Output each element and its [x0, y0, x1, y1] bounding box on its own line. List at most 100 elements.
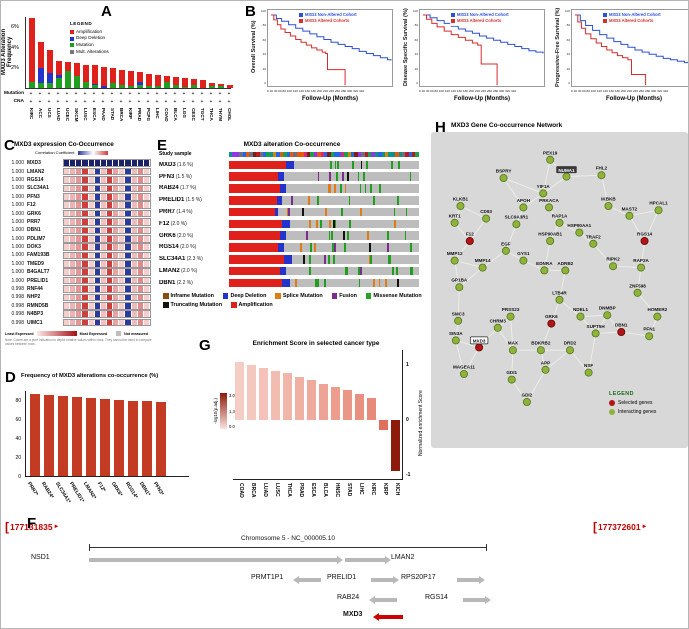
coexpression-row: 0.998 NHP2 — [3, 293, 151, 302]
heatmap-cell — [94, 261, 101, 267]
bar-segment — [65, 62, 71, 71]
panel-alteration-cooccurrence: E MXD3 alteration Co-occurrence Study sa… — [155, 137, 429, 331]
panel-title: MXD3 expression Co-Occurrence — [14, 141, 114, 148]
expression-heatmap-row — [63, 201, 151, 209]
heatmap-cell — [76, 286, 83, 292]
heatmap-cell — [88, 202, 95, 208]
category-label: ESCA — [92, 108, 97, 121]
oncoprint-track — [229, 278, 419, 288]
legend-swatch — [331, 293, 338, 299]
gene-name: NHP2 — [27, 294, 41, 301]
study-sample-segment — [371, 151, 375, 157]
cna-flag: + — [209, 99, 213, 105]
y-tick-label: 60 — [414, 37, 418, 42]
panel-network: H MXD3 Gene Co-occurrence Network PEX19 B… — [429, 119, 688, 451]
alteration-bar — [47, 49, 53, 88]
heatmap-cell — [131, 252, 138, 259]
heatmap-cell — [113, 269, 120, 276]
heatmap-cell — [137, 303, 144, 309]
heatmap-cell — [70, 277, 77, 284]
study-sample-segment — [398, 151, 402, 157]
mutation-tick — [301, 207, 304, 217]
gene-name: PDLIM7 — [27, 235, 46, 242]
gene-label: RPS20P17 — [401, 574, 436, 581]
alteration-bar — [128, 70, 134, 88]
alteration-percent: (1.6 %) — [175, 161, 194, 168]
heatmap-cell — [100, 185, 107, 192]
mutation-tick — [334, 160, 337, 170]
network-node — [454, 316, 463, 325]
heatmap-cell — [137, 319, 144, 326]
heatmap-cell — [143, 210, 150, 217]
category-label: COAD — [238, 483, 244, 498]
category-label: RAB24* — [39, 481, 55, 500]
heatmap-cell — [64, 219, 71, 225]
heatmap-cell — [82, 168, 89, 175]
study-sample-segment — [368, 151, 372, 157]
study-sample-segment — [378, 151, 382, 157]
heatmap-cell — [113, 177, 120, 183]
legend-title: LEGEND — [609, 391, 634, 397]
legend-swatch — [70, 36, 74, 41]
network-node — [506, 312, 515, 321]
heatmap-cell — [94, 235, 101, 242]
mutation-flag: + — [38, 91, 42, 97]
enrichment-bar — [355, 393, 364, 420]
heatmap-cell — [137, 252, 144, 259]
legend-label: Selected genes — [618, 400, 653, 407]
alteration-percent: (1.5 %) — [174, 173, 192, 180]
heatmap-cell — [106, 227, 114, 234]
y-tick-label: 0 — [416, 80, 418, 85]
alteration-bar — [191, 78, 197, 88]
heatmap-cell — [82, 185, 89, 192]
category-label: HNSC — [334, 483, 340, 498]
mutation-tick — [329, 160, 332, 170]
mutation-tick — [379, 184, 382, 193]
mutation-tick — [409, 172, 412, 181]
heatmap-cell — [131, 319, 138, 326]
enrichment-bar — [259, 367, 268, 420]
mutation-tick — [328, 172, 331, 181]
heatmap-cell — [64, 185, 71, 192]
amplification-segment — [229, 160, 286, 170]
legend-swatch — [275, 293, 281, 299]
mutation-flag: + — [173, 91, 177, 97]
study-sample-segment — [306, 151, 311, 157]
category-label: THCA — [209, 108, 214, 121]
heatmap-cell — [143, 277, 150, 284]
color-legend-tick: 0.0 — [229, 424, 235, 429]
study-sample-segment — [351, 151, 355, 157]
survival-curve — [423, 14, 498, 85]
study-sample-segment — [357, 151, 362, 157]
network-edge — [613, 265, 642, 269]
oncoprint-track — [229, 184, 419, 193]
heatmap-cell — [125, 202, 132, 208]
panel-title: Enrichment Score in selected cancer type — [252, 340, 380, 347]
alteration-bar — [83, 65, 89, 88]
y-axis-ticks: 80 60 40 20 0 — [9, 391, 23, 480]
legend-label: MXD3 Non-Altered Cohort — [305, 12, 357, 17]
study-sample-segment — [242, 151, 246, 157]
heatmap-cell — [70, 185, 77, 192]
y-tick-label: 40 — [262, 52, 266, 57]
heatmap-cell — [131, 269, 138, 276]
heatmap-cell — [100, 252, 107, 259]
frequency-bar — [114, 399, 124, 476]
coexpression-row: 0.998 RMND5B — [3, 302, 151, 310]
study-sample-segment — [262, 151, 267, 157]
category-label: BRCA — [119, 108, 124, 122]
network-edge — [505, 224, 517, 251]
category-label: DBN1* — [137, 481, 152, 498]
network-node — [562, 172, 571, 181]
legend-label: Amplification — [238, 302, 273, 308]
deep-deletion-segment — [280, 184, 286, 193]
mutation-tick — [332, 243, 335, 252]
mutation-tick — [333, 254, 335, 264]
heatmap-cell — [125, 269, 132, 276]
network-node-label: BDKRB2 — [531, 341, 551, 346]
network-edge — [592, 243, 614, 267]
heatmap-cell — [76, 319, 83, 326]
bar-segment — [83, 65, 89, 82]
network-edge — [454, 260, 483, 269]
x-tick-labels: 0 20 40 60 80 100 120 140 160 180 200 22… — [419, 89, 517, 93]
